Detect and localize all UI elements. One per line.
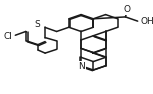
Text: OH: OH [140, 17, 153, 26]
Text: O: O [123, 5, 131, 14]
Text: S: S [35, 20, 40, 29]
Text: N: N [78, 62, 85, 71]
Text: Cl: Cl [4, 32, 13, 41]
